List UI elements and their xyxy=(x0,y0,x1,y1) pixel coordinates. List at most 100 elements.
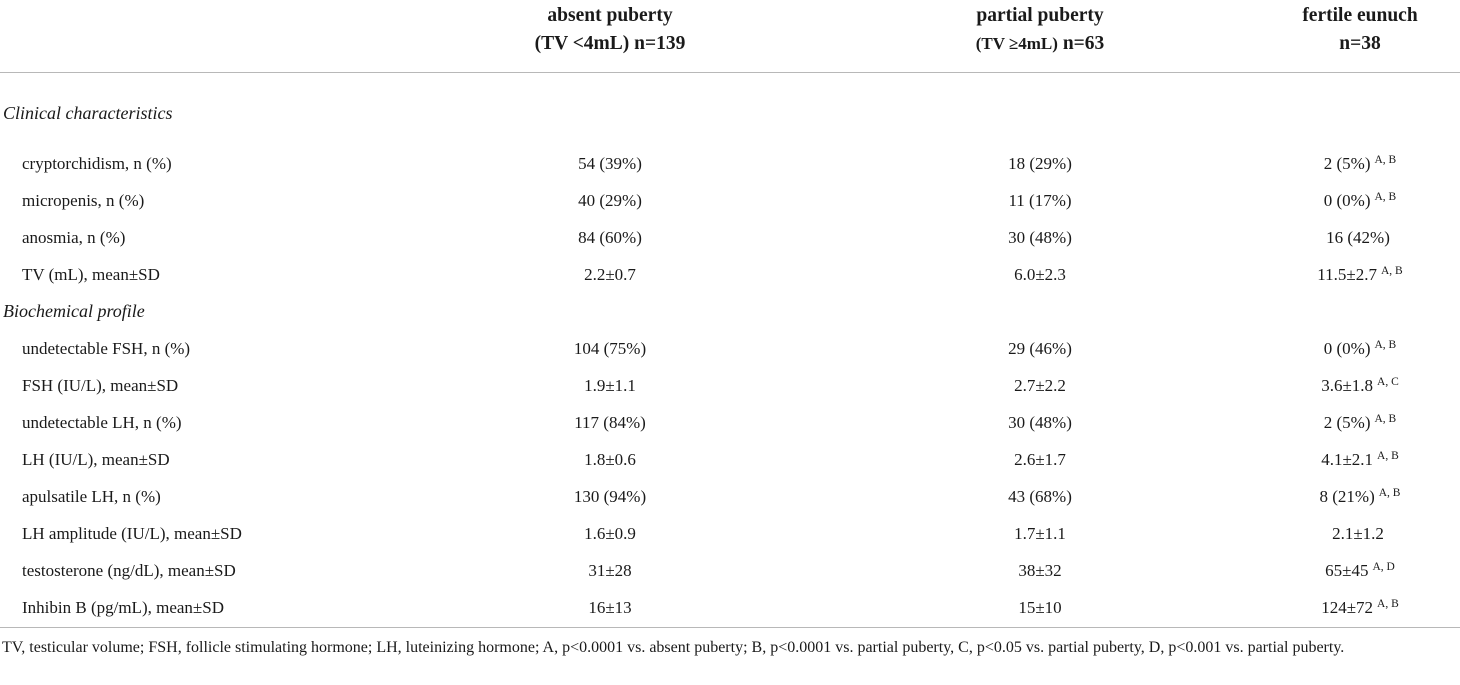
cell-fertile-value: 16 (42%) xyxy=(1326,227,1390,247)
cell-partial: 6.0±2.3 xyxy=(1014,264,1066,284)
cell-partial: 29 (46%) xyxy=(1008,338,1072,358)
data-table: absent puberty (TV <4mL) n=139 partial p… xyxy=(0,0,1460,628)
table-row: undetectable LH, n (%) 117 (84%) 30 (48%… xyxy=(0,404,1460,441)
header-empty xyxy=(0,0,400,73)
significance-note: A, B xyxy=(1374,190,1397,203)
row-label: LH amplitude (IU/L), mean±SD xyxy=(22,523,242,543)
table-body: Clinical characteristics cryptorchidism,… xyxy=(0,73,1460,628)
section-biochemical-label: Biochemical profile xyxy=(3,301,145,321)
table-row: anosmia, n (%) 84 (60%) 30 (48%) 16 (42%… xyxy=(0,219,1460,256)
significance-note: A, B xyxy=(1377,449,1399,462)
row-label: LH (IU/L), mean±SD xyxy=(22,449,170,469)
significance-note: A, B xyxy=(1374,338,1397,351)
cell-fertile-value: 8 (21%) xyxy=(1319,486,1375,506)
cell-fertile-value: 4.1±2.1 xyxy=(1321,449,1374,469)
header-fertile-line2: n=38 xyxy=(1339,33,1381,54)
cell-absent: 31±28 xyxy=(588,560,632,580)
significance-note: A, B xyxy=(1377,598,1399,610)
cell-fertile-value: 124±72 xyxy=(1321,598,1374,617)
cell-absent: 1.9±1.1 xyxy=(584,375,636,395)
significance-note: A, B xyxy=(1374,153,1397,166)
table-row: undetectable FSH, n (%) 104 (75%) 29 (46… xyxy=(0,330,1460,367)
significance-note: A, B xyxy=(1378,486,1401,499)
cell-absent: 1.8±0.6 xyxy=(584,449,636,469)
table-row: FSH (IU/L), mean±SD 1.9±1.1 2.7±2.2 3.6±… xyxy=(0,367,1460,404)
cell-fertile-value: 3.6±1.8 xyxy=(1321,375,1374,395)
table-header: absent puberty (TV <4mL) n=139 partial p… xyxy=(0,0,1460,73)
cell-fertile-value: 2 (5%) xyxy=(1323,153,1371,173)
cell-partial: 18 (29%) xyxy=(1008,153,1072,173)
cell-fertile-value: 11.5±2.7 xyxy=(1317,264,1377,284)
cell-fertile: 2 (5%) A, B xyxy=(1260,404,1460,441)
cell-partial: 1.7±1.1 xyxy=(1014,523,1066,543)
cell-fertile: 16 (42%) xyxy=(1260,219,1460,256)
table-row: Inhibin B (pg/mL), mean±SD 16±13 15±10 1… xyxy=(0,589,1460,628)
table-footnote: TV, testicular volume; FSH, follicle sti… xyxy=(2,639,1345,656)
row-label: anosmia, n (%) xyxy=(22,227,126,247)
row-label: TV (mL), mean±SD xyxy=(22,264,160,284)
header-partial-n: n=63 xyxy=(1062,33,1105,54)
row-label: apulsatile LH, n (%) xyxy=(22,486,161,506)
cell-fertile-value: 0 (0%) xyxy=(1323,338,1371,358)
cell-fertile: 65±45 A, D xyxy=(1260,552,1460,589)
header-partial-line2: (TV ≥4mL) n=63 xyxy=(820,30,1260,58)
header-fertile-eunuch: fertile eunuch n=38 xyxy=(1260,0,1460,73)
cell-partial: 30 (48%) xyxy=(1008,227,1072,247)
cell-partial: 2.6±1.7 xyxy=(1014,449,1066,469)
section-clinical-label: Clinical characteristics xyxy=(3,102,173,123)
cell-absent: 40 (29%) xyxy=(578,190,642,210)
row-label: micropenis, n (%) xyxy=(22,190,145,210)
cell-absent: 104 (75%) xyxy=(573,338,647,358)
cell-partial: 30 (48%) xyxy=(1008,412,1072,432)
significance-note: A, D xyxy=(1372,560,1395,573)
header-partial-puberty: partial puberty (TV ≥4mL) n=63 xyxy=(820,0,1260,73)
cell-fertile: 11.5±2.7 A, B xyxy=(1260,256,1460,293)
table-row: apulsatile LH, n (%) 130 (94%) 43 (68%) … xyxy=(0,478,1460,515)
table-row: LH (IU/L), mean±SD 1.8±0.6 2.6±1.7 4.1±2… xyxy=(0,441,1460,478)
cell-absent: 84 (60%) xyxy=(578,227,642,247)
significance-note: A, C xyxy=(1377,375,1399,388)
row-label: undetectable FSH, n (%) xyxy=(22,338,191,358)
cell-fertile: 0 (0%) A, B xyxy=(1260,330,1460,367)
header-absent-line2: (TV <4mL) n=139 xyxy=(534,33,686,54)
table-row: LH amplitude (IU/L), mean±SD 1.6±0.9 1.7… xyxy=(0,515,1460,552)
cell-fertile: 8 (21%) A, B xyxy=(1260,478,1460,515)
header-partial-tv: (TV ≥4mL) xyxy=(975,34,1058,53)
table-row: testosterone (ng/dL), mean±SD 31±28 38±3… xyxy=(0,552,1460,589)
cell-absent: 117 (84%) xyxy=(574,412,646,432)
header-absent-puberty: absent puberty (TV <4mL) n=139 xyxy=(400,0,820,73)
cell-fertile: 124±72 A, B xyxy=(1260,589,1460,628)
cell-partial: 43 (68%) xyxy=(1008,486,1072,506)
cell-partial: 2.7±2.2 xyxy=(1014,375,1066,395)
cell-fertile-value: 2 (5%) xyxy=(1323,412,1371,432)
cell-absent: 1.6±0.9 xyxy=(584,523,636,543)
cell-partial: 38±32 xyxy=(1018,560,1062,580)
cell-fertile: 4.1±2.1 A, B xyxy=(1260,441,1460,478)
row-label: cryptorchidism, n (%) xyxy=(22,153,172,173)
row-label: Inhibin B (pg/mL), mean±SD xyxy=(0,589,400,628)
cell-fertile-value: 2.1±1.2 xyxy=(1332,523,1384,543)
header-row: absent puberty (TV <4mL) n=139 partial p… xyxy=(0,0,1460,73)
header-fertile-line1: fertile eunuch xyxy=(1302,5,1418,26)
header-partial-line1: partial puberty xyxy=(976,5,1104,26)
significance-note: A, B xyxy=(1374,412,1397,425)
cell-partial: 15±10 xyxy=(820,589,1260,628)
cell-absent: 54 (39%) xyxy=(578,153,642,173)
cell-absent: 2.2±0.7 xyxy=(584,264,636,284)
section-row-biochemical: Biochemical profile xyxy=(0,293,1460,330)
cell-fertile-value: 0 (0%) xyxy=(1323,190,1371,210)
table-row: TV (mL), mean±SD 2.2±0.7 6.0±2.3 11.5±2.… xyxy=(0,256,1460,293)
cell-fertile: 3.6±1.8 A, C xyxy=(1260,367,1460,404)
row-label: FSH (IU/L), mean±SD xyxy=(22,375,179,395)
cell-fertile-value: 65±45 xyxy=(1325,560,1369,580)
cell-absent: 16±13 xyxy=(400,589,820,628)
significance-note: A, B xyxy=(1380,264,1403,277)
row-label: testosterone (ng/dL), mean±SD xyxy=(22,560,236,580)
row-label: undetectable LH, n (%) xyxy=(22,412,182,432)
cell-fertile: 2 (5%) A, B xyxy=(1260,145,1460,182)
table-row: cryptorchidism, n (%) 54 (39%) 18 (29%) … xyxy=(0,145,1460,182)
section-row-clinical: Clinical characteristics xyxy=(0,73,1460,146)
cell-absent: 130 (94%) xyxy=(573,486,647,506)
cell-partial: 11 (17%) xyxy=(1008,190,1072,210)
